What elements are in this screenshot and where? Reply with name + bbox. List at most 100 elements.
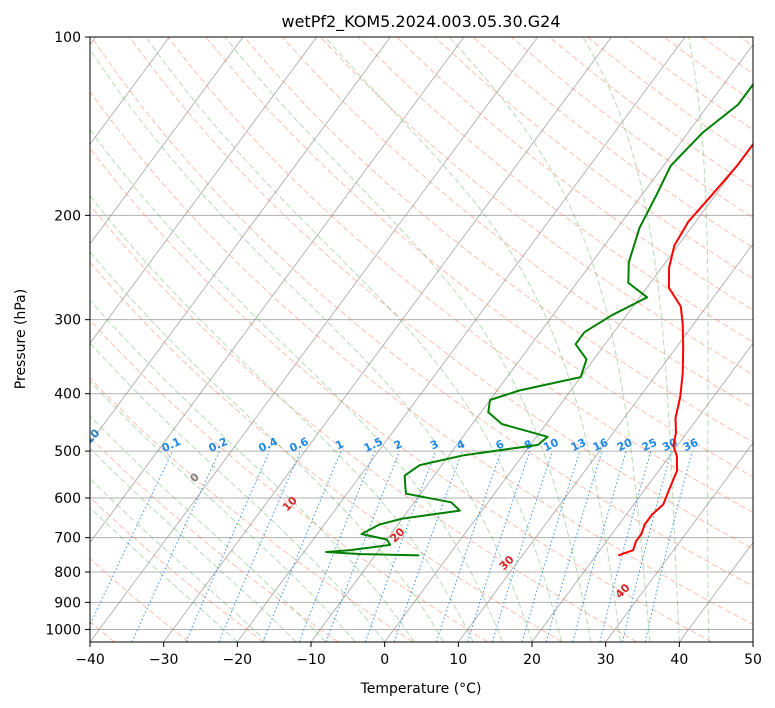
mixing-ratio-label: 10 (541, 436, 561, 454)
mixing-ratio-line (521, 450, 581, 642)
mixing-ratio-line (621, 450, 672, 642)
mixing-ratio-line (131, 450, 221, 642)
moist-adiabat-line (90, 415, 327, 642)
y-tick-label: 700 (54, 531, 81, 547)
dry-adiabat-line (90, 147, 712, 642)
mixing-ratio-label: 2 (392, 437, 404, 452)
isotherm-line (310, 44, 753, 642)
dry-adiabat-label: 10 (280, 494, 300, 514)
sounding-series (325, 83, 753, 557)
moist-adiabat-line (145, 37, 562, 642)
mixing-ratio-label: 36 (681, 436, 701, 454)
mixing-ratio-label: 25 (640, 436, 659, 454)
moist-adiabat-line (90, 342, 386, 642)
y-tick-label: 100 (54, 30, 81, 46)
mixing-ratio-label: 3 (428, 437, 440, 452)
isotherm-line (90, 37, 244, 245)
isotherm-line (90, 37, 318, 345)
dry-adiabat-line (434, 37, 753, 280)
mixing-ratio-line (393, 450, 463, 642)
background-labels: 0.10.20.40.611.52346810131620253036-100-… (0, 386, 701, 601)
moist-adiabat-line (582, 37, 680, 642)
thermodynamic-background (90, 37, 753, 642)
dry-adiabat-line (90, 37, 753, 587)
moist-adiabat-line (90, 48, 533, 642)
y-tick-label: 600 (54, 491, 81, 507)
dry-adiabat-line (90, 377, 414, 642)
chart-title: wetPf2_KOM5.2024.003.05.30.G24 (281, 12, 560, 32)
y-axis-label: Pressure (hPa) (13, 289, 29, 389)
dry-adiabat-line (319, 37, 753, 376)
moist-adiabat-line (324, 37, 621, 642)
dry-adiabat-line (90, 496, 264, 642)
isotherm-line (679, 541, 753, 642)
dry-adiabat-line (663, 37, 753, 103)
mixing-ratio-line (599, 450, 652, 642)
mixing-ratio-line (185, 450, 271, 642)
mixing-ratio-line (491, 450, 553, 642)
mixing-ratio-label: 0.1 (160, 435, 183, 455)
dry-adiabat-line (90, 204, 638, 642)
y-tick-label: 900 (54, 595, 81, 611)
mixing-ratio-line (364, 450, 437, 642)
mixing-ratio-line (262, 450, 342, 642)
isotherm-line (531, 342, 753, 642)
moist-adiabat-line (90, 194, 474, 642)
mixing-ratio-line (218, 450, 301, 642)
isotherm-line (752, 641, 753, 642)
dry-adiabat-line (396, 37, 753, 311)
mixing-ratio-label: 20 (615, 436, 635, 454)
mixing-ratio-label: 0.4 (257, 435, 280, 455)
y-tick-label: 200 (54, 208, 81, 224)
y-tick-label: 300 (54, 313, 81, 329)
x-axis-label: Temperature (°C) (360, 681, 482, 697)
x-tick-label: −10 (296, 652, 326, 668)
dry-adiabat-line (90, 319, 488, 642)
dry-adiabat-label: 40 (613, 581, 633, 601)
moist-adiabat-line (688, 37, 710, 642)
x-tick-label: −20 (223, 652, 253, 668)
mixing-ratio-label: 16 (591, 436, 611, 454)
dewpoint-profile-line (325, 83, 753, 557)
isotherm-line (384, 143, 753, 642)
dry-adiabat-line (358, 37, 753, 343)
plot-frame (89, 36, 754, 643)
mixing-ratio-label: 0.6 (287, 435, 310, 455)
mixing-ratio-line (644, 450, 693, 642)
moist-adiabat-line (90, 447, 297, 642)
x-tick-label: 0 (380, 652, 389, 668)
dry-adiabat-line (129, 37, 753, 550)
moist-adiabat-line (90, 380, 356, 642)
y-tick-label: 800 (54, 565, 81, 581)
mixing-ratio-label: 1.5 (362, 435, 385, 455)
dry-adiabat-line (510, 37, 753, 219)
dry-adiabat-line (90, 90, 753, 626)
dry-adiabat-line (167, 37, 753, 514)
mixing-ratio-line (325, 450, 401, 642)
dry-adiabat-line (281, 37, 753, 409)
isotherm-line (90, 37, 465, 544)
dry-adiabat-line (701, 37, 753, 75)
isotherm-line (90, 37, 170, 145)
dry-adiabat-line (548, 37, 753, 189)
mixing-ratio-label: 13 (569, 436, 588, 454)
x-tick-label: 40 (670, 652, 688, 668)
x-tick-label: 20 (523, 652, 541, 668)
x-tick-label: 10 (449, 652, 467, 668)
isotherm-line (90, 37, 539, 642)
isotherm-line (237, 37, 686, 642)
isotherm-line (163, 37, 612, 642)
dry-adiabat-line (90, 557, 190, 642)
y-axis-ticks: 100 200 300 400 500 600 700 800 900 1000 (45, 30, 90, 638)
x-tick-label: 30 (597, 652, 615, 668)
dry-adiabat-label: -20 (0, 386, 7, 409)
moist-adiabat-line (90, 477, 268, 642)
mixing-ratio-line (435, 450, 502, 642)
isotherm-line (605, 442, 753, 642)
mixing-ratio-line (545, 450, 603, 642)
y-tick-label: 500 (54, 444, 81, 460)
mixing-ratio-line (90, 450, 174, 626)
moist-adiabat-line (448, 37, 651, 642)
x-axis-ticks: −40 −30 −20 −10 0 10 20 30 40 50 (75, 642, 762, 668)
